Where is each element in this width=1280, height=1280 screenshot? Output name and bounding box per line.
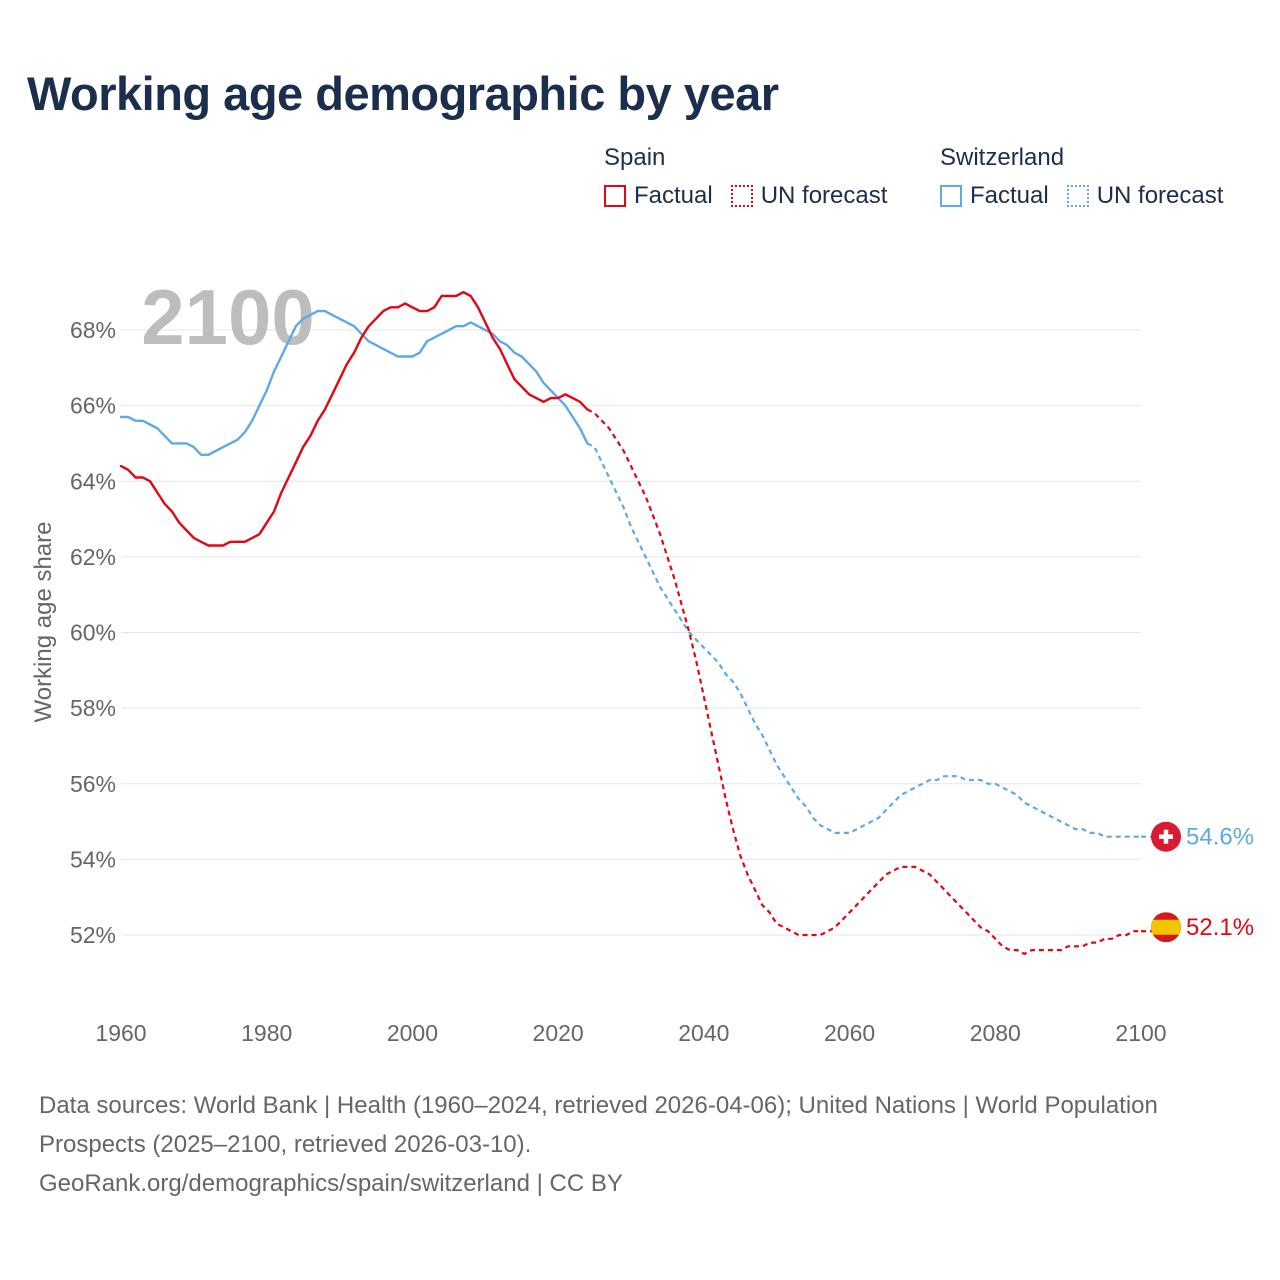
y-axis-label: Working age share: [30, 522, 57, 723]
legend-spain-factual[interactable]: Factual: [604, 182, 713, 210]
y-tick-label-66: 66%: [70, 393, 116, 419]
legend-switzerland-factual-label: Factual: [970, 182, 1049, 209]
x-tick-label-2080: 2080: [970, 1020, 1021, 1046]
legend-switzerland-factual[interactable]: Factual: [940, 182, 1049, 210]
y-tick-label-68: 68%: [70, 317, 116, 343]
legend-spain-name: Spain: [604, 144, 666, 171]
x-tick-label-2020: 2020: [533, 1020, 584, 1046]
x-axis-ticks: 1960 1980 2000 2020 2040 2060 2080 2100: [95, 1020, 1166, 1046]
legend-switzerland-forecast[interactable]: UN forecast: [1066, 182, 1224, 210]
data-sources: Data sources: World Bank | Health (1960–…: [39, 1092, 1158, 1158]
switzerland-factual-swatch: [940, 185, 962, 207]
switzerland-forecast-swatch: [1066, 185, 1089, 207]
chart-title: Working age demographic by year: [27, 67, 779, 120]
footer: Data sources: World Bank | Health (1960–…: [39, 1086, 1239, 1203]
y-tick-label-54: 54%: [70, 846, 116, 872]
spain-factual-line: [119, 291, 589, 547]
y-tick-label-64: 64%: [70, 468, 116, 494]
legend-spain: Spain Factual UN forecast: [604, 144, 887, 210]
legend-spain-forecast-label: UN forecast: [760, 182, 888, 209]
spain-end-label: 52.1%: [1186, 914, 1254, 941]
line-chart: 52% 54% 56% 58% 60% 62% 64% 66% 68% 1960 1980 2000…: [30, 273, 1254, 1046]
x-tick-label-2000: 2000: [387, 1020, 438, 1046]
y-tick-label-58: 58%: [70, 695, 116, 721]
y-tick-label-60: 60%: [70, 620, 116, 646]
legend-spain-factual-label: Factual: [634, 182, 713, 209]
y-tick-label-62: 62%: [70, 544, 116, 570]
series-lines: [119, 291, 1165, 955]
end-markers: 54.6% 52.1%: [1151, 821, 1254, 943]
source-link[interactable]: GeoRank.org/demographics/spain/switzerla…: [39, 1170, 623, 1197]
y-tick-label-52: 52%: [70, 922, 116, 948]
x-tick-label-1960: 1960: [95, 1020, 146, 1046]
grid-lines: [121, 329, 1141, 936]
spain-flag-icon[interactable]: [1151, 912, 1181, 943]
y-axis-ticks: 52% 54% 56% 58% 60% 62% 64% 66% 68%: [70, 317, 116, 948]
legend-spain-forecast[interactable]: UN forecast: [730, 182, 888, 210]
x-tick-label-1980: 1980: [241, 1020, 292, 1046]
x-tick-label-2040: 2040: [678, 1020, 729, 1046]
legend-switzerland: Switzerland Factual UN forecast: [940, 144, 1223, 210]
spain-forecast-line: [586, 408, 1141, 955]
y-tick-label-56: 56%: [70, 771, 116, 797]
switzerland-flag-icon[interactable]: [1151, 821, 1181, 852]
x-tick-label-2100: 2100: [1115, 1020, 1166, 1046]
switzerland-forecast-line: [586, 442, 1141, 838]
switzerland-factual-line: [119, 309, 589, 456]
year-watermark: 2100: [141, 273, 315, 361]
x-tick-label-2060: 2060: [824, 1020, 875, 1046]
legend-switzerland-forecast-label: UN forecast: [1096, 182, 1224, 209]
spain-forecast-swatch: [730, 185, 753, 207]
spain-factual-swatch: [604, 185, 626, 207]
switzerland-end-label: 54.6%: [1186, 824, 1254, 851]
legend-switzerland-name: Switzerland: [940, 144, 1065, 171]
